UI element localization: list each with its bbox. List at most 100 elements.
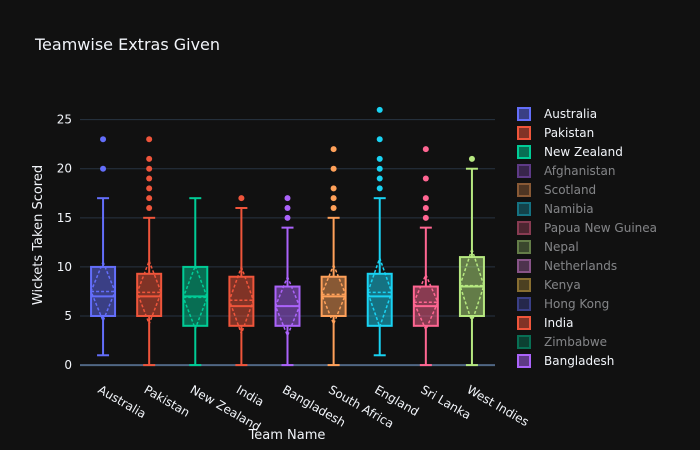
legend-item-afghanistan[interactable]: Afghanistan bbox=[517, 164, 615, 178]
sd-diamond bbox=[182, 263, 209, 331]
x-tick-label: Pakistan bbox=[142, 382, 193, 419]
outlier-point[interactable] bbox=[468, 155, 475, 162]
legend-swatch bbox=[517, 202, 531, 216]
sd-diamond bbox=[274, 274, 301, 338]
y-tick-label: 0 bbox=[64, 358, 72, 372]
outlier-point[interactable] bbox=[146, 185, 153, 192]
x-tick-label: West Indies bbox=[464, 382, 531, 429]
box-sri-lanka[interactable] bbox=[412, 146, 439, 367]
outlier-point[interactable] bbox=[376, 165, 383, 172]
sd-diamond bbox=[228, 264, 255, 336]
outlier-point[interactable] bbox=[100, 165, 107, 172]
legend-label: Namibia bbox=[544, 202, 594, 216]
legend[interactable]: Australia Pakistan New Zealand Afghanistan S… bbox=[517, 107, 657, 368]
legend-label: Kenya bbox=[544, 278, 581, 292]
box-england[interactable] bbox=[366, 106, 393, 357]
outlier-point[interactable] bbox=[146, 175, 153, 182]
box-bangladesh[interactable] bbox=[274, 195, 301, 367]
x-axis-title: Team Name bbox=[248, 428, 326, 443]
legend-swatch bbox=[517, 278, 531, 292]
legend-swatch bbox=[517, 107, 531, 121]
outlier-point[interactable] bbox=[146, 165, 153, 172]
legend-item-india[interactable]: India bbox=[517, 316, 573, 330]
box-australia[interactable] bbox=[90, 136, 117, 357]
outlier-point[interactable] bbox=[330, 165, 337, 172]
outlier-point[interactable] bbox=[284, 205, 291, 211]
box-south-africa[interactable] bbox=[320, 146, 347, 367]
outlier-point[interactable] bbox=[376, 155, 383, 162]
y-tick-label: 20 bbox=[57, 162, 72, 176]
legend-item-bangladesh[interactable]: Bangladesh bbox=[517, 354, 614, 368]
box-body bbox=[228, 275, 255, 327]
outlier-point[interactable] bbox=[422, 146, 429, 153]
legend-swatch bbox=[517, 297, 531, 311]
legend-item-zimbabwe[interactable]: Zimbabwe bbox=[517, 335, 607, 349]
legend-swatch bbox=[517, 240, 531, 254]
outlier-point[interactable] bbox=[376, 185, 383, 192]
legend-swatch bbox=[517, 335, 531, 349]
legend-swatch bbox=[517, 183, 531, 197]
outlier-point[interactable] bbox=[100, 136, 107, 143]
outlier-point[interactable] bbox=[422, 214, 429, 221]
legend-label: India bbox=[544, 316, 573, 330]
outlier-point[interactable] bbox=[284, 214, 291, 221]
box-pakistan[interactable] bbox=[136, 136, 163, 367]
y-axis-ticks: 0 5 10 15 20 25 bbox=[57, 113, 72, 372]
outlier-point[interactable] bbox=[422, 175, 429, 182]
outlier-point[interactable] bbox=[376, 175, 383, 182]
legend-item-papua-new-guinea[interactable]: Papua New Guinea bbox=[517, 221, 657, 235]
legend-swatch bbox=[517, 145, 531, 159]
outlier-point[interactable] bbox=[422, 205, 429, 211]
box-new-zealand[interactable] bbox=[182, 197, 209, 367]
outlier-point[interactable] bbox=[330, 195, 337, 202]
legend-item-australia[interactable]: Australia bbox=[517, 107, 597, 121]
legend-item-hong-kong[interactable]: Hong Kong bbox=[517, 297, 609, 311]
outlier-point[interactable] bbox=[238, 195, 245, 202]
y-tick-label: 15 bbox=[57, 211, 72, 225]
box-india[interactable] bbox=[228, 195, 255, 367]
legend-label: Netherlands bbox=[544, 259, 617, 273]
sd-diamond bbox=[320, 262, 347, 326]
sd-diamond bbox=[136, 258, 162, 326]
legend-item-nepal[interactable]: Nepal bbox=[517, 240, 579, 254]
outlier-point[interactable] bbox=[330, 205, 337, 211]
outlier-point[interactable] bbox=[376, 136, 383, 143]
box-west-indies[interactable] bbox=[458, 155, 485, 367]
outlier-point[interactable] bbox=[146, 195, 153, 202]
outlier-point[interactable] bbox=[330, 185, 337, 192]
legend-label: Scotland bbox=[544, 183, 596, 197]
outlier-point[interactable] bbox=[330, 146, 337, 153]
legend-item-scotland[interactable]: Scotland bbox=[517, 183, 596, 197]
legend-swatch bbox=[517, 316, 531, 330]
outlier-point[interactable] bbox=[284, 195, 291, 202]
sd-diamond bbox=[90, 260, 116, 323]
legend-item-netherlands[interactable]: Netherlands bbox=[517, 259, 617, 273]
legend-label: Pakistan bbox=[544, 126, 594, 140]
x-tick-label: Sri Lanka bbox=[418, 382, 473, 422]
legend-swatch bbox=[517, 354, 531, 368]
y-tick-label: 5 bbox=[64, 309, 72, 323]
outlier-point[interactable] bbox=[146, 155, 153, 162]
x-tick-label: Australia bbox=[96, 382, 149, 421]
legend-label: Papua New Guinea bbox=[544, 221, 657, 235]
legend-label: Afghanistan bbox=[544, 164, 615, 178]
legend-item-namibia[interactable]: Namibia bbox=[517, 202, 594, 216]
legend-item-new-zealand[interactable]: New Zealand bbox=[517, 145, 623, 159]
legend-item-kenya[interactable]: Kenya bbox=[517, 278, 581, 292]
outlier-point[interactable] bbox=[146, 136, 153, 143]
legend-label: Australia bbox=[544, 107, 597, 121]
legend-label: Hong Kong bbox=[544, 297, 609, 311]
box-body bbox=[136, 272, 163, 318]
x-tick-label: India bbox=[234, 382, 267, 409]
legend-item-pakistan[interactable]: Pakistan bbox=[517, 126, 594, 140]
legend-label: Zimbabwe bbox=[544, 335, 607, 349]
outlier-point[interactable] bbox=[422, 195, 429, 202]
sd-diamond bbox=[459, 246, 485, 325]
y-tick-label: 10 bbox=[57, 260, 72, 274]
outlier-point[interactable] bbox=[376, 106, 383, 113]
sd-diamond bbox=[366, 255, 393, 330]
y-tick-label: 25 bbox=[57, 113, 72, 127]
outlier-point[interactable] bbox=[146, 205, 153, 211]
